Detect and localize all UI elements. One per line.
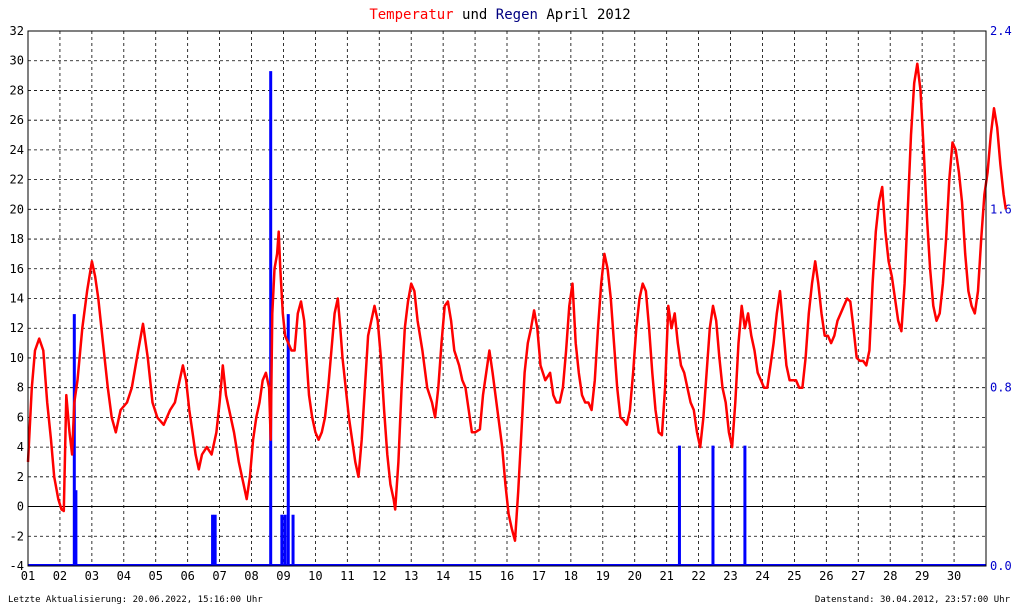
footer-data-status: Datenstand: 30.04.2012, 23:57:00 Uhr — [815, 595, 1011, 605]
temperature-line — [26, 62, 1008, 542]
x-tick-label: 06 — [180, 569, 194, 583]
x-tick-label: 28 — [883, 569, 897, 583]
rain-bar — [291, 514, 295, 566]
left-tick-label: 2 — [17, 470, 24, 484]
left-tick-label: 4 — [17, 440, 24, 454]
x-tick-label: 08 — [244, 569, 258, 583]
x-tick-label: 10 — [308, 569, 322, 583]
x-tick-label: 05 — [149, 569, 163, 583]
x-axis-ticks: 01 02 03 04 05 06 07 08 09 10 11 12 13 14 15 16 17 18 19 20… — [21, 569, 962, 583]
left-tick-label: 22 — [10, 173, 24, 187]
rain-series — [28, 71, 986, 566]
right-tick-label: 1.6 — [990, 202, 1012, 216]
x-tick-label: 27 — [851, 569, 865, 583]
x-tick-label: 24 — [755, 569, 769, 583]
x-tick-label: 16 — [500, 569, 514, 583]
rain-bar — [213, 514, 217, 566]
title-temperature-word: Temperatur — [369, 7, 453, 23]
x-tick-label: 01 — [21, 569, 35, 583]
title-and-word: und — [454, 7, 496, 23]
x-tick-label: 29 — [915, 569, 929, 583]
rain-bar — [283, 514, 287, 566]
left-tick-label: 30 — [10, 54, 24, 68]
x-tick-label: 18 — [564, 569, 578, 583]
x-tick-label: 17 — [532, 569, 546, 583]
plot-frame — [27, 30, 987, 567]
left-tick-label: -2 — [10, 529, 24, 543]
left-tick-label: 0 — [17, 500, 24, 514]
x-tick-label: 09 — [276, 569, 290, 583]
x-tick-label: 12 — [372, 569, 386, 583]
left-tick-label: 10 — [10, 351, 24, 365]
left-tick-label: -4 — [10, 559, 24, 573]
left-tick-label: 6 — [17, 410, 24, 424]
x-tick-label: 02 — [53, 569, 67, 583]
rain-bar — [211, 514, 215, 566]
left-tick-label: 24 — [10, 143, 24, 157]
rain-bar — [711, 445, 715, 566]
rain-bar — [269, 71, 273, 566]
chart-title: Temperatur und Regen April 2012 — [369, 7, 630, 23]
x-tick-label: 30 — [947, 569, 961, 583]
temperature-series — [26, 62, 1008, 542]
left-tick-label: 18 — [10, 232, 24, 246]
x-tick-label: 20 — [628, 569, 642, 583]
right-tick-label: 0.0 — [990, 559, 1012, 573]
title-month-word: April 2012 — [538, 7, 631, 23]
rain-bar — [677, 445, 681, 566]
footer-last-update: Letzte Aktualisierung: 20.06.2022, 15:16… — [8, 595, 263, 605]
x-tick-label: 23 — [723, 569, 737, 583]
left-tick-label: 32 — [10, 24, 24, 38]
x-tick-label: 26 — [819, 569, 833, 583]
x-tick-label: 04 — [117, 569, 131, 583]
x-tick-label: 21 — [659, 569, 673, 583]
x-tick-label: 19 — [596, 569, 610, 583]
left-tick-label: 12 — [10, 321, 24, 335]
title-rain-word: Regen — [496, 7, 538, 23]
rain-bar — [280, 514, 284, 566]
rain-bar — [74, 490, 78, 566]
left-tick-label: 8 — [17, 381, 24, 395]
right-tick-label: 2.4 — [990, 24, 1012, 38]
x-tick-label: 07 — [212, 569, 226, 583]
left-tick-label: 16 — [10, 262, 24, 276]
rain-bar — [286, 314, 290, 566]
x-tick-label: 11 — [340, 569, 354, 583]
x-tick-label: 15 — [468, 569, 482, 583]
right-tick-label: 0.8 — [990, 381, 1012, 395]
right-axis-ticks: 0.0 0.8 1.6 2.4 — [990, 24, 1012, 573]
rain-bar — [743, 445, 747, 566]
rain-bar — [72, 314, 76, 566]
left-tick-label: 26 — [10, 113, 24, 127]
left-tick-label: 14 — [10, 292, 24, 306]
left-tick-label: 20 — [10, 202, 24, 216]
x-tick-label: 13 — [404, 569, 418, 583]
x-tick-label: 22 — [691, 569, 705, 583]
x-tick-label: 25 — [787, 569, 801, 583]
left-tick-label: 28 — [10, 83, 24, 97]
x-tick-label: 03 — [85, 569, 99, 583]
x-tick-label: 14 — [436, 569, 450, 583]
